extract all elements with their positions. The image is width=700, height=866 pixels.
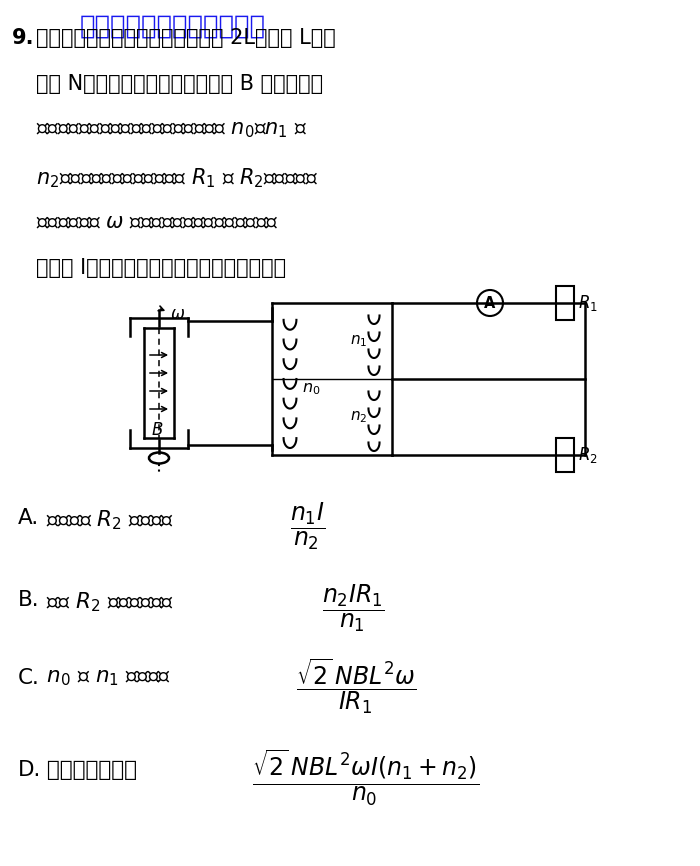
FancyBboxPatch shape — [556, 438, 574, 472]
Text: $\dfrac{\sqrt{2}\,NBL^2\omega I(n_1+n_2)}{n_0}$: $\dfrac{\sqrt{2}\,NBL^2\omega I(n_1+n_2)… — [252, 748, 479, 808]
Text: $R_1$: $R_1$ — [578, 293, 598, 313]
Text: A: A — [484, 295, 496, 311]
Text: $\dfrac{n_1 I}{n_2}$: $\dfrac{n_1 I}{n_2}$ — [290, 500, 326, 552]
Text: 示数为 I，不计线圈电阵，下列说法正确的是: 示数为 I，不计线圈电阵，下列说法正确的是 — [36, 258, 286, 278]
Ellipse shape — [149, 453, 169, 463]
Text: $\dfrac{n_2 I R_1}{n_1}$: $\dfrac{n_2 I R_1}{n_1}$ — [322, 582, 385, 634]
Text: 通过电阵 $R_2$ 的电流为: 通过电阵 $R_2$ 的电流为 — [40, 508, 174, 532]
Text: 9.: 9. — [12, 28, 34, 48]
Text: $\dfrac{\sqrt{2}\,NBL^2\omega}{IR_1}$: $\dfrac{\sqrt{2}\,NBL^2\omega}{IR_1}$ — [296, 656, 416, 716]
Text: B.: B. — [18, 590, 40, 610]
Text: $R_2$: $R_2$ — [578, 445, 598, 465]
Text: $n_2$: $n_2$ — [350, 409, 368, 425]
Text: $n_0$ 与 $n_1$ 的比値为: $n_0$ 与 $n_1$ 的比値为 — [40, 668, 172, 688]
Text: 如图所示，发电机的矩形线圈长为 2L，宽为 L、匹: 如图所示，发电机的矩形线圈长为 2L，宽为 L、匹 — [36, 28, 336, 48]
FancyBboxPatch shape — [556, 286, 574, 320]
Text: 电阵 $R_2$ 两端的电压为: 电阵 $R_2$ 两端的电压为 — [40, 590, 174, 614]
Circle shape — [477, 290, 503, 316]
Text: D.: D. — [18, 760, 41, 780]
Text: $n_2$，两个副线圈分别接有电阵 $R_1$ 和 $R_2$，当发电机: $n_2$，两个副线圈分别接有电阵 $R_1$ 和 $R_2$，当发电机 — [36, 166, 318, 190]
Text: 微信公众号关注：趣找答案: 微信公众号关注：趣找答案 — [80, 14, 266, 40]
Text: $B$: $B$ — [151, 421, 163, 439]
Text: 数为 N，放置在磁感应强度大小为 B 的匀强磁场: 数为 N，放置在磁感应强度大小为 B 的匀强磁场 — [36, 74, 323, 94]
Text: $\omega$: $\omega$ — [170, 305, 186, 323]
Text: 中，理想变压器的原、副线圈匹数分别为 $n_0$、$n_1$ 和: 中，理想变压器的原、副线圈匹数分别为 $n_0$、$n_1$ 和 — [36, 120, 307, 140]
Text: C.: C. — [18, 668, 40, 688]
Text: A.: A. — [18, 508, 39, 528]
Text: $n_0$: $n_0$ — [302, 381, 321, 397]
Text: 线圈以角速度 $\omega$ 匀速转动时，理想交流电流表的: 线圈以角速度 $\omega$ 匀速转动时，理想交流电流表的 — [36, 212, 279, 232]
Text: $n_1$: $n_1$ — [350, 333, 368, 349]
Text: 发电机的功率为: 发电机的功率为 — [40, 760, 137, 780]
